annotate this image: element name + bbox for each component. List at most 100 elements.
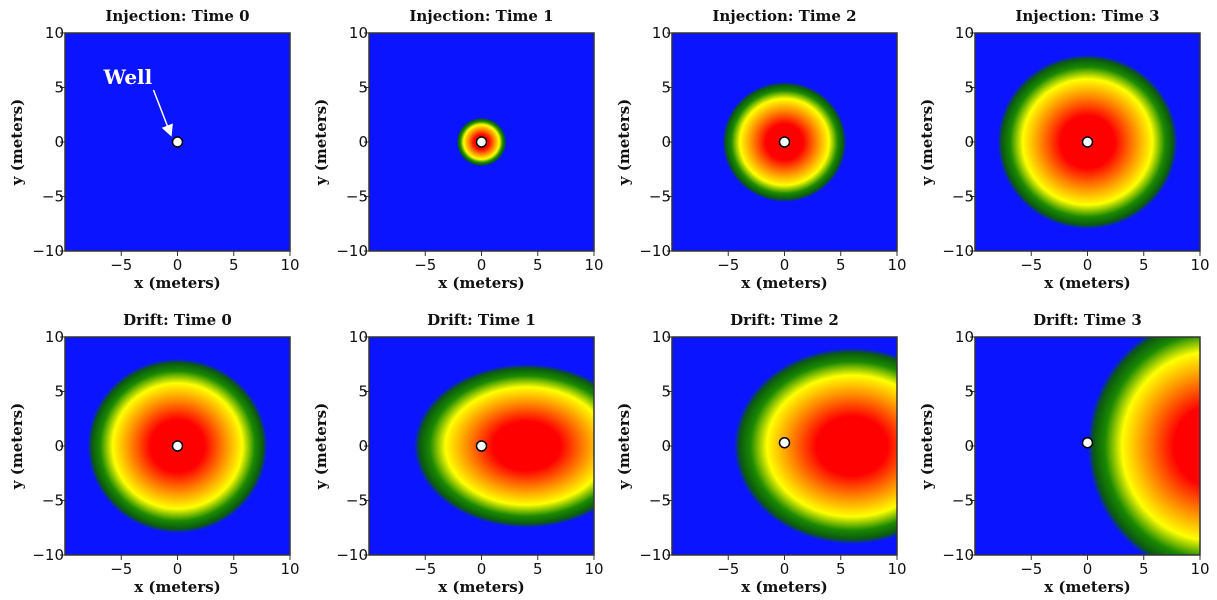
x-tick-label: 0 (780, 560, 790, 578)
x-tick-label: 5 (1139, 560, 1149, 578)
x-tick-label: 5 (229, 560, 239, 578)
panel-2: Injection: Time 1 −5 0 5 10 10 5 0 −5 −10 x (meter… (312, 7, 604, 292)
panel-5: Drift: Time 0 −5 0 5 10 10 5 0 −5 −10 x (meters) y … (8, 311, 300, 596)
well-marker (778, 436, 791, 449)
y-tick-label: 5 (358, 79, 368, 97)
x-axis-label: x (meters) (134, 274, 221, 292)
x-tick-label: 0 (173, 256, 183, 274)
x-tick-label: 0 (173, 560, 183, 578)
y-axis-label: y (meters) (918, 403, 936, 490)
y-tick-label: −10 (336, 546, 368, 564)
y-tick-label: −5 (42, 492, 64, 510)
panel-4: Injection: Time 3 −5 0 5 10 10 5 0 −5 −10 x (meter… (918, 7, 1210, 292)
panel-6: Drift: Time 1 −5 0 5 10 10 5 0 −5 −10 x (meters) y … (312, 311, 604, 596)
y-axis-label: y (meters) (918, 99, 936, 186)
x-axis-label: x (meters) (1044, 578, 1131, 596)
x-tick-label: 5 (533, 560, 543, 578)
panel-title: Drift: Time 3 (1033, 311, 1142, 329)
x-tick-label: 0 (477, 256, 487, 274)
y-tick-label: −10 (32, 242, 64, 260)
y-tick-label: −5 (952, 188, 974, 206)
panel-1: Well Injection: Time 0 −5 0 5 10 10 5 0 −5 −10 x (m… (8, 7, 300, 292)
y-tick-label: −10 (639, 546, 671, 564)
x-tick-label: −5 (717, 256, 739, 274)
panel-title: Injection: Time 1 (409, 7, 553, 25)
y-tick-label: 0 (964, 133, 974, 151)
x-tick-label: 10 (1190, 256, 1209, 274)
x-tick-label: 5 (229, 256, 239, 274)
y-axis-label: y (meters) (312, 99, 330, 186)
well-marker (1081, 436, 1094, 449)
x-axis-label: x (meters) (1044, 274, 1131, 292)
x-tick-label: 0 (477, 560, 487, 578)
y-tick-label: 0 (54, 133, 64, 151)
panel-title: Drift: Time 0 (123, 311, 232, 329)
panel-7: Drift: Time 2 −5 0 5 10 10 5 0 −5 −10 x (meters) y … (615, 311, 907, 596)
y-tick-label: −5 (346, 492, 368, 510)
panel-8: Drift: Time 3 −5 0 5 10 10 5 0 −5 −10 x (meters) y … (918, 311, 1210, 596)
y-tick-label: −10 (32, 546, 64, 564)
y-tick-label: 5 (54, 79, 64, 97)
well-marker (171, 440, 184, 452)
y-tick-label: −10 (942, 546, 974, 564)
x-tick-label: 10 (280, 560, 299, 578)
y-tick-label: 5 (661, 383, 671, 401)
y-tick-label: −5 (952, 492, 974, 510)
y-tick-label: 0 (661, 133, 671, 151)
x-tick-label: 0 (1083, 560, 1093, 578)
y-tick-label: −5 (649, 492, 671, 510)
well-marker (475, 136, 488, 148)
y-axis-label: y (meters) (8, 99, 26, 186)
well-marker (1081, 136, 1094, 148)
x-axis-label: x (meters) (741, 578, 828, 596)
x-tick-label: −5 (1020, 256, 1042, 274)
x-tick-label: 10 (584, 560, 603, 578)
y-tick-label: −10 (336, 242, 368, 260)
well-marker (171, 136, 184, 148)
panel-title: Injection: Time 3 (1015, 7, 1159, 25)
x-tick-label: −5 (110, 256, 132, 274)
x-tick-label: −5 (414, 560, 436, 578)
panel-title: Injection: Time 2 (712, 7, 856, 25)
y-axis-label: y (meters) (615, 403, 633, 490)
y-tick-label: 5 (964, 79, 974, 97)
x-tick-label: 5 (533, 256, 543, 274)
x-tick-label: −5 (1020, 560, 1042, 578)
y-tick-label: 0 (54, 437, 64, 455)
x-axis-label: x (meters) (438, 274, 525, 292)
y-tick-label: 0 (358, 133, 368, 151)
y-tick-label: 5 (358, 383, 368, 401)
x-tick-label: −5 (717, 560, 739, 578)
y-tick-label: 0 (661, 437, 671, 455)
x-tick-label: 10 (1190, 560, 1209, 578)
x-tick-label: 0 (1083, 256, 1093, 274)
concentration-plume (414, 364, 594, 528)
y-tick-label: 5 (54, 383, 64, 401)
x-axis-label: x (meters) (741, 274, 828, 292)
x-axis-label: x (meters) (438, 578, 525, 596)
panel-title: Drift: Time 2 (730, 311, 839, 329)
y-tick-label: −5 (42, 188, 64, 206)
x-axis-label: x (meters) (134, 578, 221, 596)
y-tick-label: 10 (955, 328, 974, 346)
x-tick-label: 0 (780, 256, 790, 274)
y-tick-label: 10 (652, 328, 671, 346)
y-tick-label: 0 (358, 437, 368, 455)
y-tick-label: −10 (942, 242, 974, 260)
x-tick-label: 5 (836, 560, 846, 578)
y-tick-label: −5 (649, 188, 671, 206)
well-annotation-arrow (152, 89, 173, 137)
y-tick-label: 0 (964, 437, 974, 455)
well-marker (475, 440, 488, 452)
x-tick-label: 10 (887, 256, 906, 274)
concentration-plume (1087, 337, 1200, 555)
y-tick-label: 10 (955, 24, 974, 42)
panel-3: Injection: Time 2 −5 0 5 10 10 5 0 −5 −10 x (meter… (615, 7, 907, 292)
x-tick-label: 10 (280, 256, 299, 274)
y-tick-label: 5 (661, 79, 671, 97)
y-tick-label: 10 (349, 24, 368, 42)
well-marker (778, 136, 791, 148)
y-tick-label: −10 (639, 242, 671, 260)
x-tick-label: −5 (110, 560, 132, 578)
